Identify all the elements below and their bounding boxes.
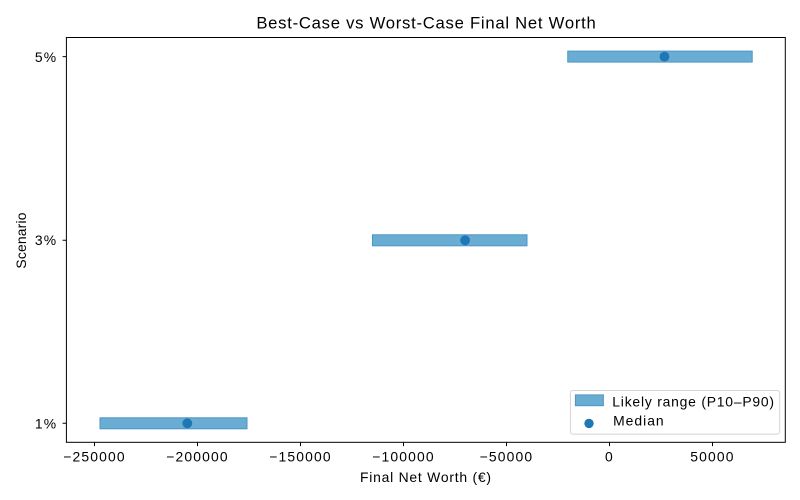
- svg-text:3%: 3%: [35, 232, 57, 248]
- svg-text:Median: Median: [613, 412, 665, 428]
- svg-text:Best-Case vs Worst-Case Final: Best-Case vs Worst-Case Final Net Worth: [256, 13, 596, 32]
- svg-text:−50000: −50000: [480, 448, 534, 464]
- svg-text:Likely range (P10–P90): Likely range (P10–P90): [612, 393, 775, 409]
- svg-text:5%: 5%: [35, 49, 57, 65]
- svg-text:−100000: −100000: [372, 448, 435, 464]
- svg-text:1%: 1%: [35, 416, 57, 432]
- svg-text:Scenario: Scenario: [13, 212, 29, 268]
- svg-text:0: 0: [605, 448, 614, 464]
- svg-text:−150000: −150000: [269, 448, 332, 464]
- svg-text:50000: 50000: [690, 448, 734, 464]
- svg-text:Final Net Worth (€): Final Net Worth (€): [360, 469, 492, 485]
- svg-text:−200000: −200000: [166, 448, 229, 464]
- svg-text:−250000: −250000: [63, 448, 126, 464]
